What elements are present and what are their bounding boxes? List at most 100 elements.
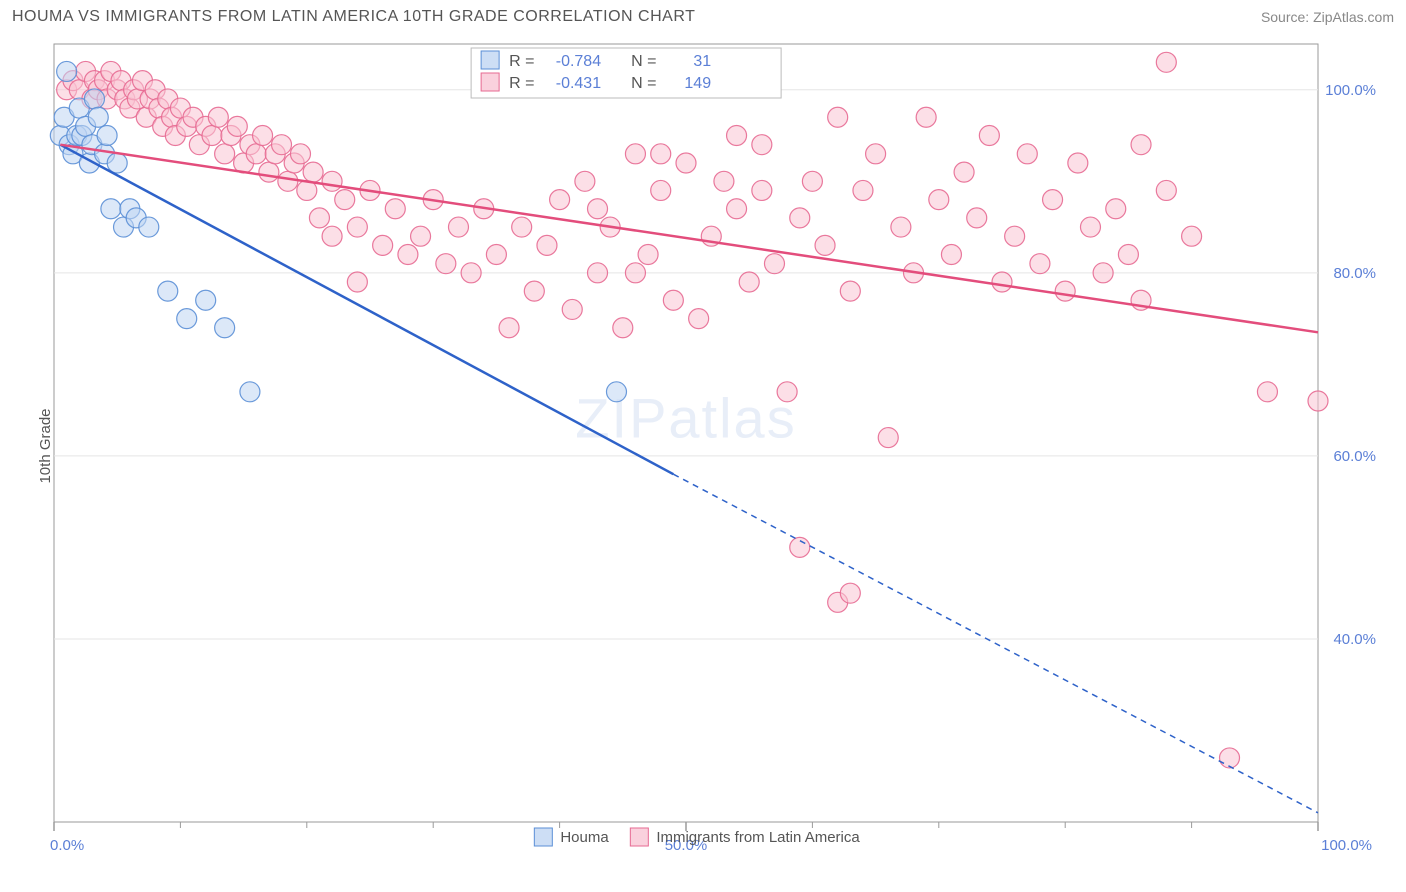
- y-tick-label: 100.0%: [1325, 82, 1376, 99]
- scatter-point: [840, 583, 860, 603]
- y-tick-label: 80.0%: [1333, 265, 1376, 282]
- scatter-point: [373, 235, 393, 255]
- scatter-point: [84, 89, 104, 109]
- scatter-point: [158, 281, 178, 301]
- scatter-point: [202, 126, 222, 146]
- scatter-point: [866, 144, 886, 164]
- scatter-point: [550, 190, 570, 210]
- scatter-point: [309, 208, 329, 228]
- stats-r-label: R =: [509, 53, 534, 70]
- chart-title: HOUMA VS IMMIGRANTS FROM LATIN AMERICA 1…: [12, 8, 695, 26]
- y-tick-label: 60.0%: [1333, 448, 1376, 465]
- x-tick-label: 0.0%: [50, 837, 84, 854]
- scatter-point: [625, 263, 645, 283]
- legend-label: Houma: [560, 829, 609, 846]
- scatter-point: [246, 144, 266, 164]
- stats-r-value: -0.784: [556, 53, 601, 70]
- scatter-point: [840, 281, 860, 301]
- stats-n-label: N =: [631, 75, 656, 92]
- scatter-point: [1131, 135, 1151, 155]
- scatter-point: [853, 180, 873, 200]
- scatter-point: [107, 153, 127, 173]
- legend-swatch: [534, 828, 552, 846]
- scatter-point: [588, 199, 608, 219]
- scatter-point: [436, 254, 456, 274]
- scatter-point: [651, 144, 671, 164]
- scatter-point: [1043, 190, 1063, 210]
- scatter-point: [764, 254, 784, 274]
- scatter-point: [347, 272, 367, 292]
- scatter-point: [240, 382, 260, 402]
- scatter-point: [651, 180, 671, 200]
- source-attribution: Source: ZipAtlas.com: [1261, 9, 1394, 25]
- stats-n-value: 149: [684, 75, 711, 92]
- scatter-point: [1068, 153, 1088, 173]
- legend-label: Immigrants from Latin America: [656, 829, 860, 846]
- scatter-point: [97, 126, 117, 146]
- legend-swatch: [630, 828, 648, 846]
- scatter-point: [802, 171, 822, 191]
- scatter-point: [790, 537, 810, 557]
- scatter-point: [916, 107, 936, 127]
- scatter-point: [625, 144, 645, 164]
- scatter-point: [613, 318, 633, 338]
- scatter-point: [57, 61, 77, 81]
- scatter-point: [537, 235, 557, 255]
- scatter-point: [1017, 144, 1037, 164]
- scatter-point: [1257, 382, 1277, 402]
- scatter-point: [891, 217, 911, 237]
- trendline-extrapolated: [673, 474, 1318, 813]
- scatter-point: [979, 126, 999, 146]
- chart-header: HOUMA VS IMMIGRANTS FROM LATIN AMERICA 1…: [0, 0, 1406, 30]
- stats-n-label: N =: [631, 53, 656, 70]
- scatter-point: [954, 162, 974, 182]
- scatter-point: [398, 245, 418, 265]
- scatter-point: [88, 107, 108, 127]
- scatter-point: [562, 299, 582, 319]
- chart-area: 40.0%60.0%80.0%100.0%0.0%50.0%100.0%ZIPa…: [48, 38, 1390, 864]
- scatter-point: [727, 199, 747, 219]
- scatter-point: [227, 116, 247, 136]
- y-tick-label: 40.0%: [1333, 631, 1376, 648]
- scatter-point: [303, 162, 323, 182]
- scatter-point: [1308, 391, 1328, 411]
- scatter-point: [689, 309, 709, 329]
- scatter-point: [347, 217, 367, 237]
- scatter-point: [524, 281, 544, 301]
- scatter-point: [606, 382, 626, 402]
- scatter-point: [676, 153, 696, 173]
- stats-n-value: 31: [693, 53, 711, 70]
- scatter-point: [714, 171, 734, 191]
- scatter-point: [752, 135, 772, 155]
- scatter-point: [815, 235, 835, 255]
- scatter-point: [215, 144, 235, 164]
- scatter-point: [486, 245, 506, 265]
- scatter-point: [638, 245, 658, 265]
- scatter-point: [790, 208, 810, 228]
- scatter-point: [499, 318, 519, 338]
- scatter-point: [196, 290, 216, 310]
- scatter-point: [385, 199, 405, 219]
- scatter-point: [929, 190, 949, 210]
- scatter-point: [259, 162, 279, 182]
- scatter-point: [1055, 281, 1075, 301]
- scatter-point: [215, 318, 235, 338]
- scatter-point: [322, 171, 342, 191]
- scatter-point: [253, 126, 273, 146]
- scatter-point: [777, 382, 797, 402]
- scatter-point: [1182, 226, 1202, 246]
- scatter-point: [1093, 263, 1113, 283]
- stats-swatch: [481, 73, 499, 91]
- scatter-point: [101, 199, 121, 219]
- scatter-point: [1220, 748, 1240, 768]
- scatter-point: [752, 180, 772, 200]
- scatter-point: [448, 217, 468, 237]
- scatter-point: [139, 217, 159, 237]
- scatter-point: [512, 217, 532, 237]
- scatter-point: [575, 171, 595, 191]
- x-tick-label: 100.0%: [1321, 837, 1372, 854]
- stats-swatch: [481, 51, 499, 69]
- scatter-chart-svg: 40.0%60.0%80.0%100.0%0.0%50.0%100.0%ZIPa…: [48, 38, 1390, 864]
- scatter-point: [322, 226, 342, 246]
- scatter-point: [663, 290, 683, 310]
